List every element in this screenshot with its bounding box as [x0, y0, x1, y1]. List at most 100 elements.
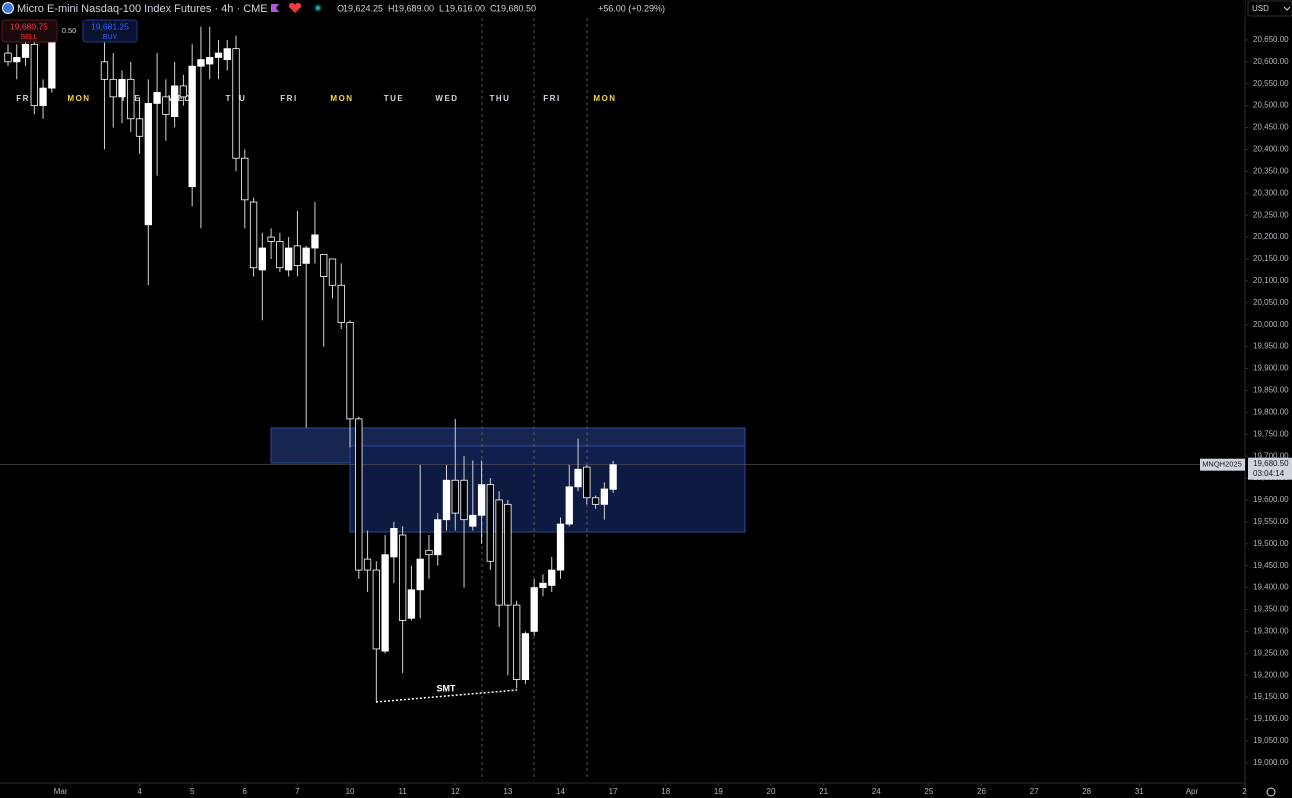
candle-body [337, 284, 345, 323]
x-tick-label: 24 [872, 787, 881, 796]
ohlc-value: 19,689.00 [394, 3, 434, 13]
y-tick-label: 19,050.00 [1253, 736, 1289, 745]
heart-icon[interactable] [288, 2, 302, 13]
candle-body [556, 523, 565, 571]
ohlc-key: C [490, 3, 497, 13]
candle-body [127, 78, 135, 120]
x-tick-label: 2 [1242, 787, 1247, 796]
change: +56.00 (+0.29%) [598, 3, 665, 13]
flag-marker[interactable] [271, 4, 279, 12]
candle-body [13, 57, 21, 63]
candle-body [223, 48, 231, 61]
candle-body [363, 558, 372, 571]
candle-body [39, 87, 47, 107]
candle-body [118, 78, 126, 98]
currency-button[interactable] [1247, 0, 1292, 17]
y-tick-label: 19,850.00 [1253, 386, 1289, 395]
session-label: THU [490, 94, 511, 103]
plot-area: FRIMONTUEWEDTHUFRIMONTUEWEDTHUFRIMON [0, 26, 1245, 702]
session-label: WED [435, 94, 458, 103]
candle-body [284, 247, 293, 271]
candle-body [162, 96, 170, 115]
flag-icon[interactable] [2, 2, 14, 14]
session-label: MON [593, 94, 616, 103]
x-tick-label: 31 [1135, 787, 1144, 796]
candle-body [574, 468, 582, 488]
candle-body [267, 236, 275, 242]
candle-body [276, 241, 284, 269]
candle-body [30, 43, 38, 107]
price-axis[interactable] [1245, 0, 1292, 798]
buy-button[interactable] [82, 19, 138, 43]
currency[interactable]: USD [1252, 4, 1269, 13]
y-tick-label: 19,550.00 [1253, 517, 1289, 526]
candle-body [565, 486, 573, 525]
candle-body [513, 604, 521, 680]
buy-label[interactable]: BUY [103, 34, 118, 41]
ohlc-value: 19,624.25 [343, 3, 383, 13]
candle-body [548, 569, 556, 586]
y-tick-label: 20,050.00 [1253, 298, 1289, 307]
y-tick-label: 20,150.00 [1253, 254, 1289, 263]
settings-icon[interactable] [1266, 787, 1276, 797]
y-tick-label: 19,250.00 [1253, 648, 1289, 657]
candle-body [504, 503, 512, 606]
y-tick-label: 19,200.00 [1253, 670, 1289, 679]
x-tick-label: 5 [190, 787, 195, 796]
candle-body [179, 85, 188, 98]
candle-body [530, 587, 538, 632]
sell-label[interactable]: SELL [20, 34, 37, 41]
y-tick-label: 20,000.00 [1253, 320, 1289, 329]
x-tick-label: 12 [451, 787, 460, 796]
smt-line[interactable] [375, 689, 518, 703]
candle-body [100, 61, 109, 80]
candle-body [232, 48, 240, 159]
session-label: MON [330, 94, 353, 103]
ohlc-legend: O19,624.25 H 19,689.00 L 19,616.00 C 19,680.50 [337, 3, 536, 13]
candle-body [153, 92, 161, 104]
x-tick-label: 26 [977, 787, 986, 796]
y-tick-label: 20,350.00 [1253, 166, 1289, 175]
candle-body [48, 39, 56, 89]
candle-body [170, 85, 179, 117]
x-tick-label: 25 [924, 787, 933, 796]
x-tick-label: 6 [243, 787, 248, 796]
y-tick-label: 19,750.00 [1253, 429, 1289, 438]
zone[interactable] [349, 445, 746, 533]
sell-button[interactable] [1, 19, 58, 43]
session-label: FRI [16, 94, 33, 103]
x-tick-label: 10 [346, 787, 355, 796]
x-tick-label: 18 [661, 787, 670, 796]
y-tick-label: 20,250.00 [1253, 210, 1289, 219]
y-tick-label: 20,300.00 [1253, 188, 1289, 197]
x-tick-label: 17 [609, 787, 618, 796]
candle-body [4, 52, 12, 63]
candle-body [398, 534, 407, 621]
symbol-badge [1200, 458, 1245, 471]
x-tick-label: 13 [503, 787, 512, 796]
candle-body [416, 558, 424, 591]
symbol-title[interactable]: Micro E-mini Nasdaq-100 Index Futures · … [17, 3, 268, 15]
candle-body [320, 254, 328, 277]
y-tick-label: 20,450.00 [1253, 123, 1289, 132]
candle-body [609, 464, 617, 490]
candle-body [21, 43, 30, 58]
y-tick-label: 19,100.00 [1253, 714, 1289, 723]
y-tick-label: 20,650.00 [1253, 35, 1289, 44]
candle-body [583, 466, 591, 499]
ohlc-key: O [337, 3, 344, 13]
session-label: FRI [543, 94, 560, 103]
candle-body [469, 514, 477, 527]
candle-body [109, 78, 117, 98]
x-tick-label: 28 [1082, 787, 1091, 796]
candle-body [144, 103, 152, 226]
chevron [1283, 6, 1291, 11]
session-label: WED [168, 94, 191, 103]
x-tick-label: 19 [714, 787, 723, 796]
sell-price[interactable]: 19,680.75 [10, 21, 48, 31]
ohlc-value: 19,680.50 [496, 3, 536, 13]
ohlc-key: L [439, 3, 444, 13]
buy-price[interactable]: 19,681.25 [91, 21, 129, 31]
